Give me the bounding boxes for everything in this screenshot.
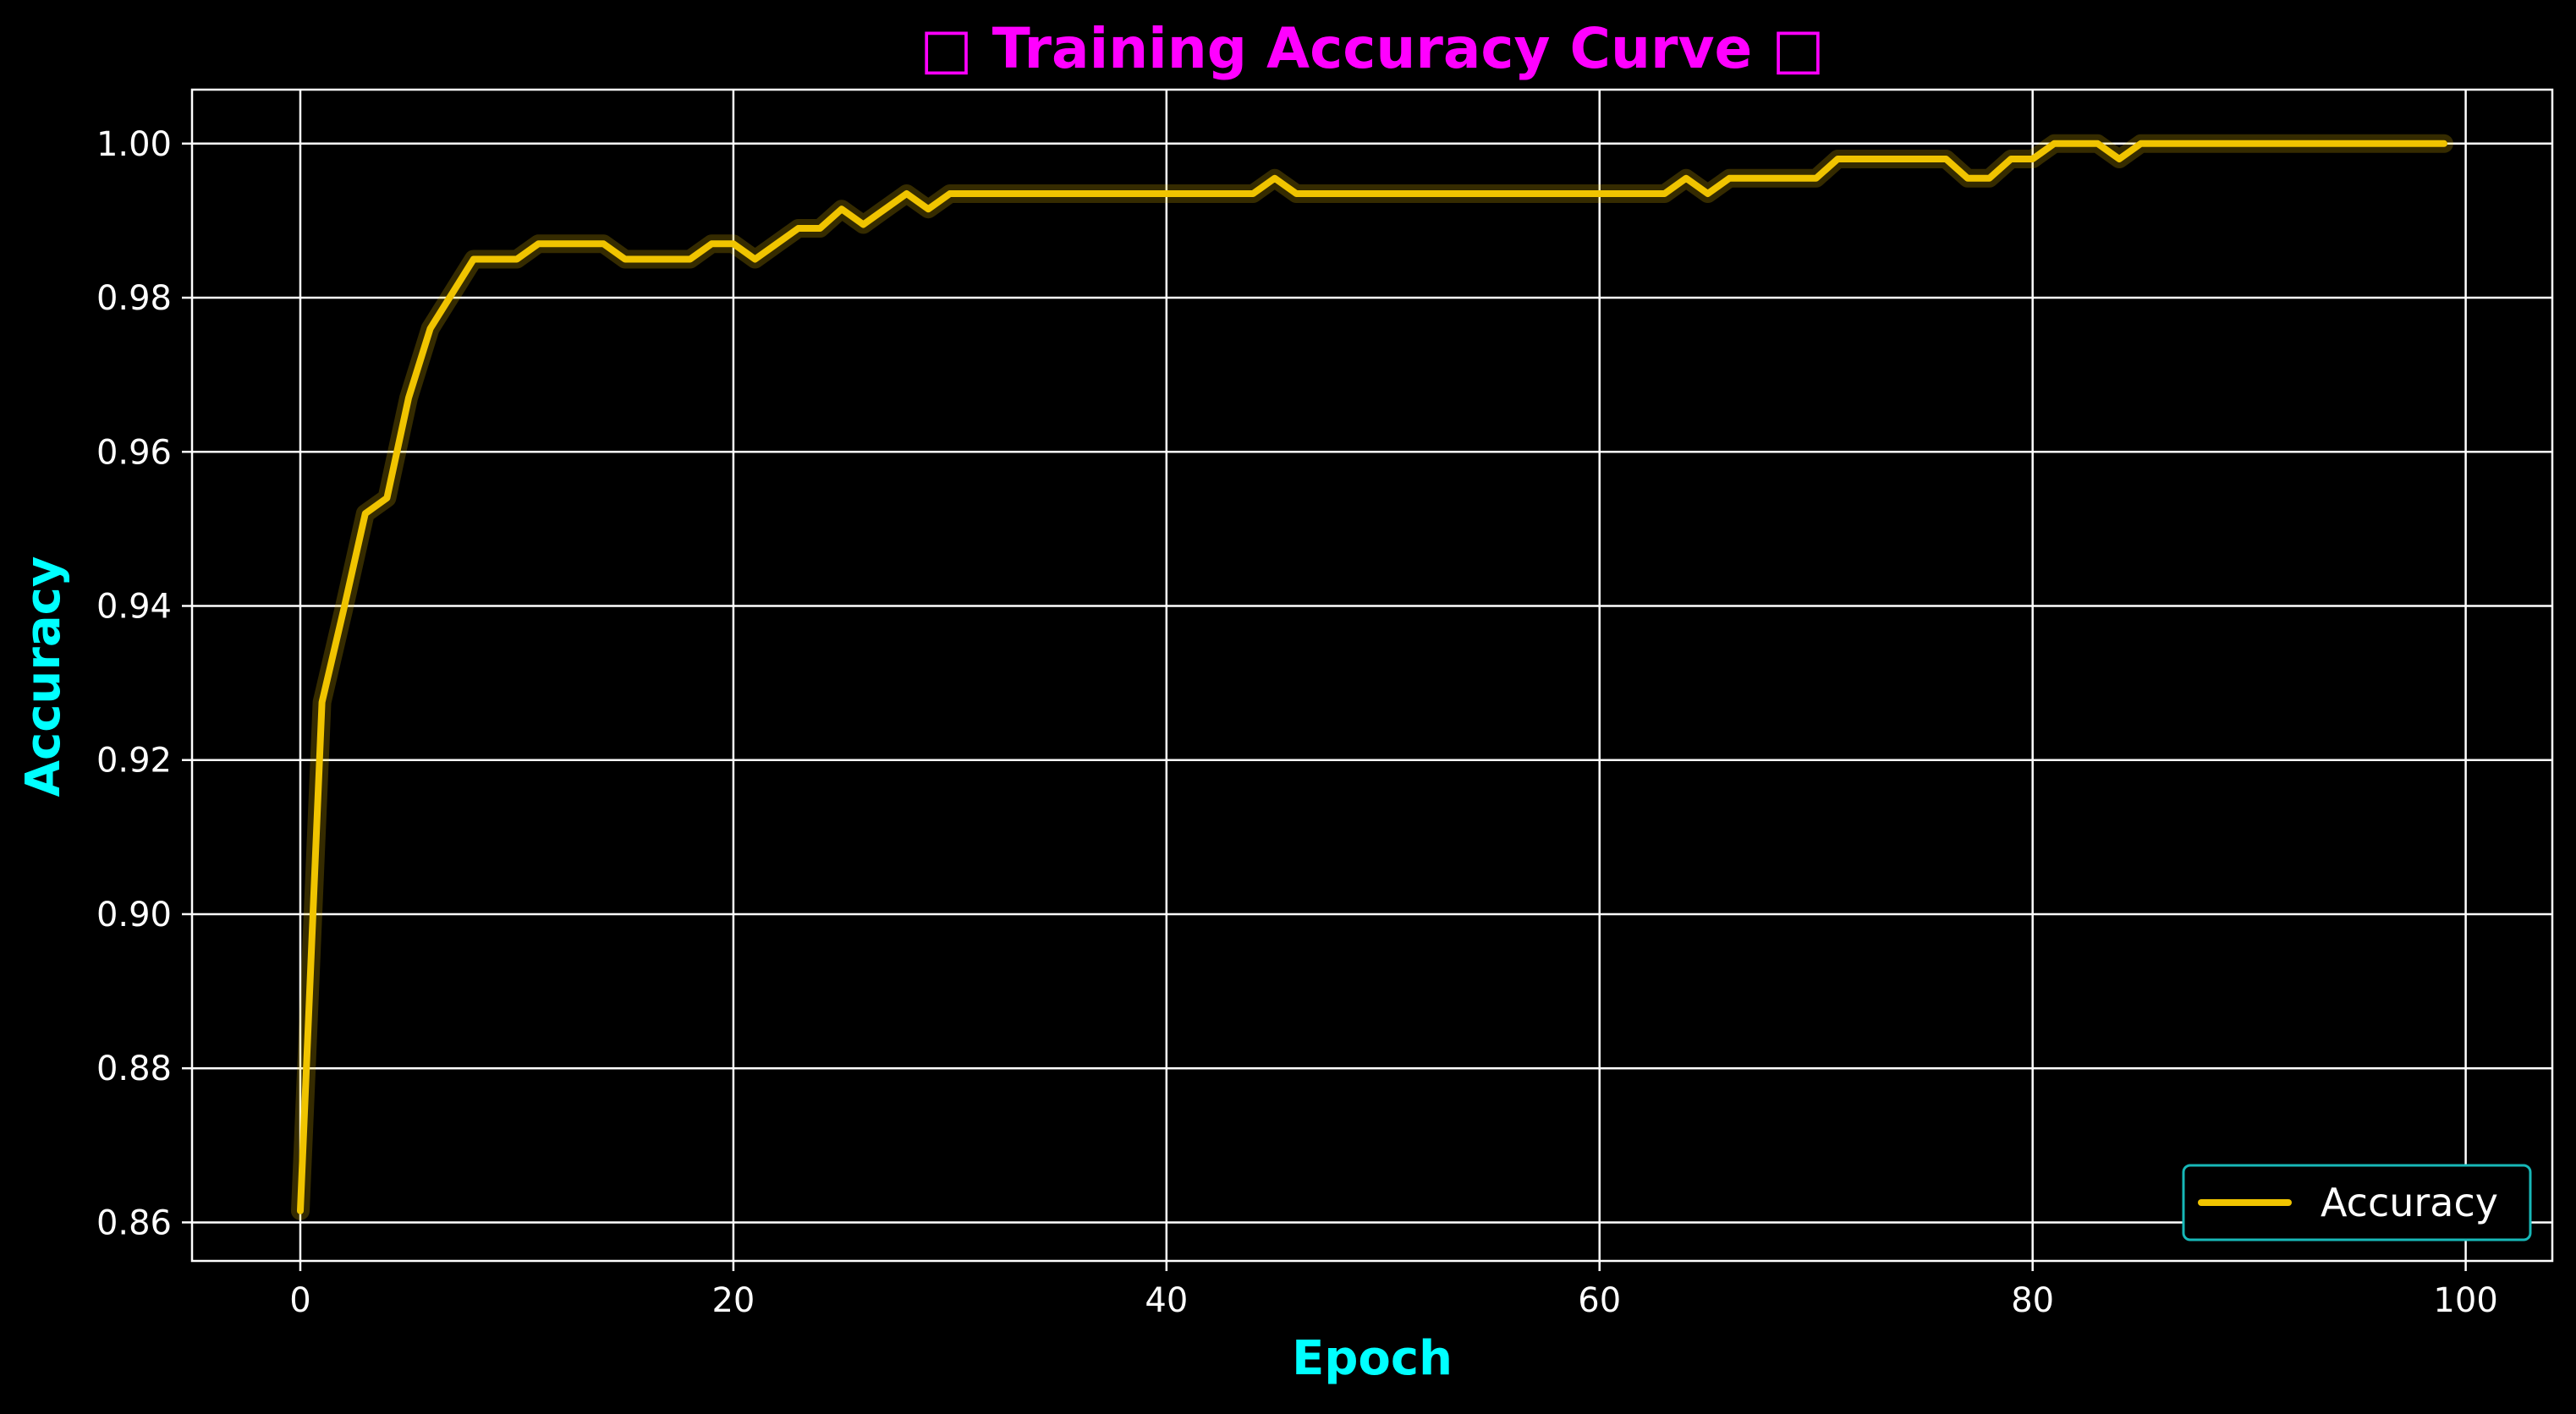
y-tick-label: 0.92 — [96, 742, 172, 781]
y-tick-label: 0.86 — [96, 1203, 172, 1242]
x-tick-label: 20 — [711, 1281, 755, 1320]
y-tick-label: 0.96 — [96, 433, 172, 472]
x-tick-label: 60 — [1578, 1281, 1621, 1320]
x-ticks: 0 20 40 60 80 100 — [289, 1261, 2498, 1320]
x-tick-label: 80 — [2011, 1281, 2054, 1320]
y-axis-label: Accuracy — [16, 556, 71, 797]
legend-box — [2182, 1164, 2532, 1241]
plot-frame — [190, 88, 2554, 1263]
x-axis-label: Epoch — [1292, 1331, 1453, 1386]
x-tick-label: 0 — [289, 1281, 310, 1320]
x-tick-label: 40 — [1145, 1281, 1188, 1320]
y-tick-label: 0.94 — [96, 587, 172, 626]
x-tick-label: 100 — [2433, 1281, 2497, 1320]
legend-label-accuracy: Accuracy — [2321, 1180, 2498, 1225]
chart-title: □ Training Accuracy Curve □ — [920, 16, 1824, 81]
series-line-accuracy — [297, 140, 2447, 1214]
legend: Accuracy — [2182, 1164, 2532, 1241]
series-lines — [291, 134, 2453, 1220]
y-tick-label: 0.98 — [96, 279, 172, 318]
y-tick-label: 1.00 — [96, 125, 172, 164]
y-tick-label: 0.88 — [96, 1050, 172, 1088]
y-ticks: 0.86 0.88 0.90 0.92 0.94 0.96 0.98 1.00 — [96, 125, 192, 1242]
y-tick-label: 0.90 — [96, 896, 172, 934]
grid — [192, 90, 2552, 1261]
